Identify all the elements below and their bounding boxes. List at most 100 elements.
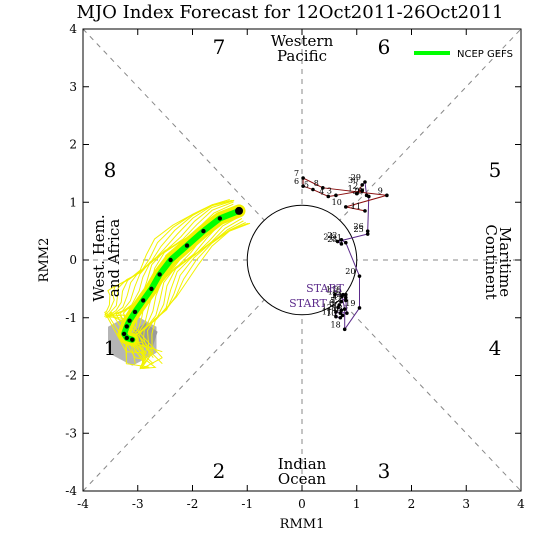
observed-day-label: 2 xyxy=(334,286,339,295)
observed-day-label: 5 xyxy=(304,181,309,190)
observed-day-label: 4 xyxy=(332,293,337,302)
observed-day-label: 7 xyxy=(294,169,299,178)
observed-day-label: 15 xyxy=(332,286,342,295)
observed-day-label: 8 xyxy=(331,304,336,313)
observed-point xyxy=(342,327,347,332)
chart-title: MJO Index Forecast for 12Oct2011-26Oct20… xyxy=(77,2,504,23)
observed-day-label: 2 xyxy=(353,182,358,191)
phase-divider-diagonal-down xyxy=(82,28,522,492)
observed-day-label: 12 xyxy=(322,303,332,312)
observed-day-label: 14 xyxy=(332,291,342,300)
forecast-point xyxy=(127,318,132,323)
observed-point xyxy=(339,299,344,304)
phase-number-6: 6 xyxy=(378,35,391,59)
observed-day-label: 23 xyxy=(327,235,337,244)
phase-number-8: 8 xyxy=(104,158,117,182)
region-label-ocean: Ocean xyxy=(278,470,327,488)
observed-point xyxy=(301,176,305,180)
observed-day-label: 6 xyxy=(329,298,334,307)
x-tick-label: -2 xyxy=(187,497,199,511)
x-tick-label: 1 xyxy=(353,497,361,511)
observed-point xyxy=(333,292,337,297)
observed-point xyxy=(342,307,347,311)
observed-segment xyxy=(344,307,360,330)
x-tick-label: -3 xyxy=(132,497,144,511)
observed-day-label: 21 xyxy=(332,234,342,243)
observed-point xyxy=(344,240,348,245)
forecast-point xyxy=(124,324,129,329)
observed-point xyxy=(344,205,348,209)
observed-day-label: 30 xyxy=(348,176,358,185)
observed-point xyxy=(354,191,359,196)
start-label: START xyxy=(306,282,344,295)
observed-point xyxy=(339,237,344,242)
observed-segment xyxy=(312,189,329,197)
y-tick-label: 4 xyxy=(69,22,77,36)
observed-point xyxy=(339,308,344,313)
observed-point xyxy=(360,188,365,193)
ensemble-member-line xyxy=(107,201,234,364)
y-tick-label: -3 xyxy=(65,426,77,440)
x-tick-label: 3 xyxy=(462,497,470,511)
region-label-maritime: Maritime xyxy=(496,227,514,297)
phase-number-5: 5 xyxy=(489,158,502,182)
phase-number-3: 3 xyxy=(378,459,391,483)
region-label-and-africa: and Africa xyxy=(105,219,123,297)
observed-segment xyxy=(345,242,360,277)
unit-circle xyxy=(246,204,358,316)
observed-point xyxy=(311,187,315,192)
observed-point xyxy=(338,315,343,320)
forecast-point xyxy=(124,335,129,341)
region-label-indian: Indian xyxy=(278,455,327,473)
observed-point xyxy=(340,313,345,318)
observed-day-label: 9 xyxy=(378,186,383,195)
x-tick-label: -1 xyxy=(241,497,253,511)
phase-number-4: 4 xyxy=(489,336,502,360)
observed-day-label: 24 xyxy=(323,233,333,242)
region-label-continent: Continent xyxy=(482,224,500,299)
observed-point xyxy=(363,209,367,213)
observed-point xyxy=(338,311,343,315)
observed-point xyxy=(344,298,348,303)
observed-point xyxy=(365,232,370,236)
observed-point xyxy=(336,305,340,310)
observed-point xyxy=(334,193,338,198)
observed-day-label: 10 xyxy=(332,198,342,207)
observed-day-label: 6 xyxy=(294,177,299,186)
observed-point xyxy=(357,274,362,278)
observed-point xyxy=(339,242,344,246)
region-label-west-hem: West. Hem. xyxy=(90,214,108,301)
observed-day-label: 25 xyxy=(354,225,364,234)
forecast-point xyxy=(141,298,146,303)
forecast-start-marker xyxy=(235,206,244,215)
y-tick-label: -4 xyxy=(65,484,77,498)
observed-point xyxy=(340,294,344,299)
observed-point xyxy=(364,193,369,198)
observed-segment xyxy=(345,194,387,208)
observed-point xyxy=(344,295,348,300)
forecast-point xyxy=(168,257,173,263)
x-tick-label: 0 xyxy=(298,497,306,511)
observed-day-label: 7 xyxy=(332,301,337,310)
observed-day-label: 10 xyxy=(326,309,336,318)
observed-day-label: 28 xyxy=(352,186,362,195)
observed-day-label: 13 xyxy=(333,304,343,313)
observed-day-label: 16 xyxy=(328,287,338,296)
observed-point xyxy=(301,184,305,188)
observed-day-label: 8 xyxy=(314,179,319,188)
observed-point xyxy=(334,310,338,314)
observed-point xyxy=(334,314,338,319)
observed-point xyxy=(360,183,365,187)
observed-segment xyxy=(341,296,346,310)
y-tick-label: -1 xyxy=(65,311,77,325)
forecast-point xyxy=(217,216,223,221)
observed-point xyxy=(357,306,362,310)
x-tick-label: 2 xyxy=(408,497,416,511)
observed-point xyxy=(326,194,331,199)
observed-day-label: 11 xyxy=(351,202,361,211)
y-tick-label: 2 xyxy=(69,138,77,152)
region-label-pacific: Pacific xyxy=(277,47,327,65)
ensemble-member-line xyxy=(105,199,235,353)
observed-day-label: 11 xyxy=(322,308,332,317)
forecast-point xyxy=(130,337,135,342)
